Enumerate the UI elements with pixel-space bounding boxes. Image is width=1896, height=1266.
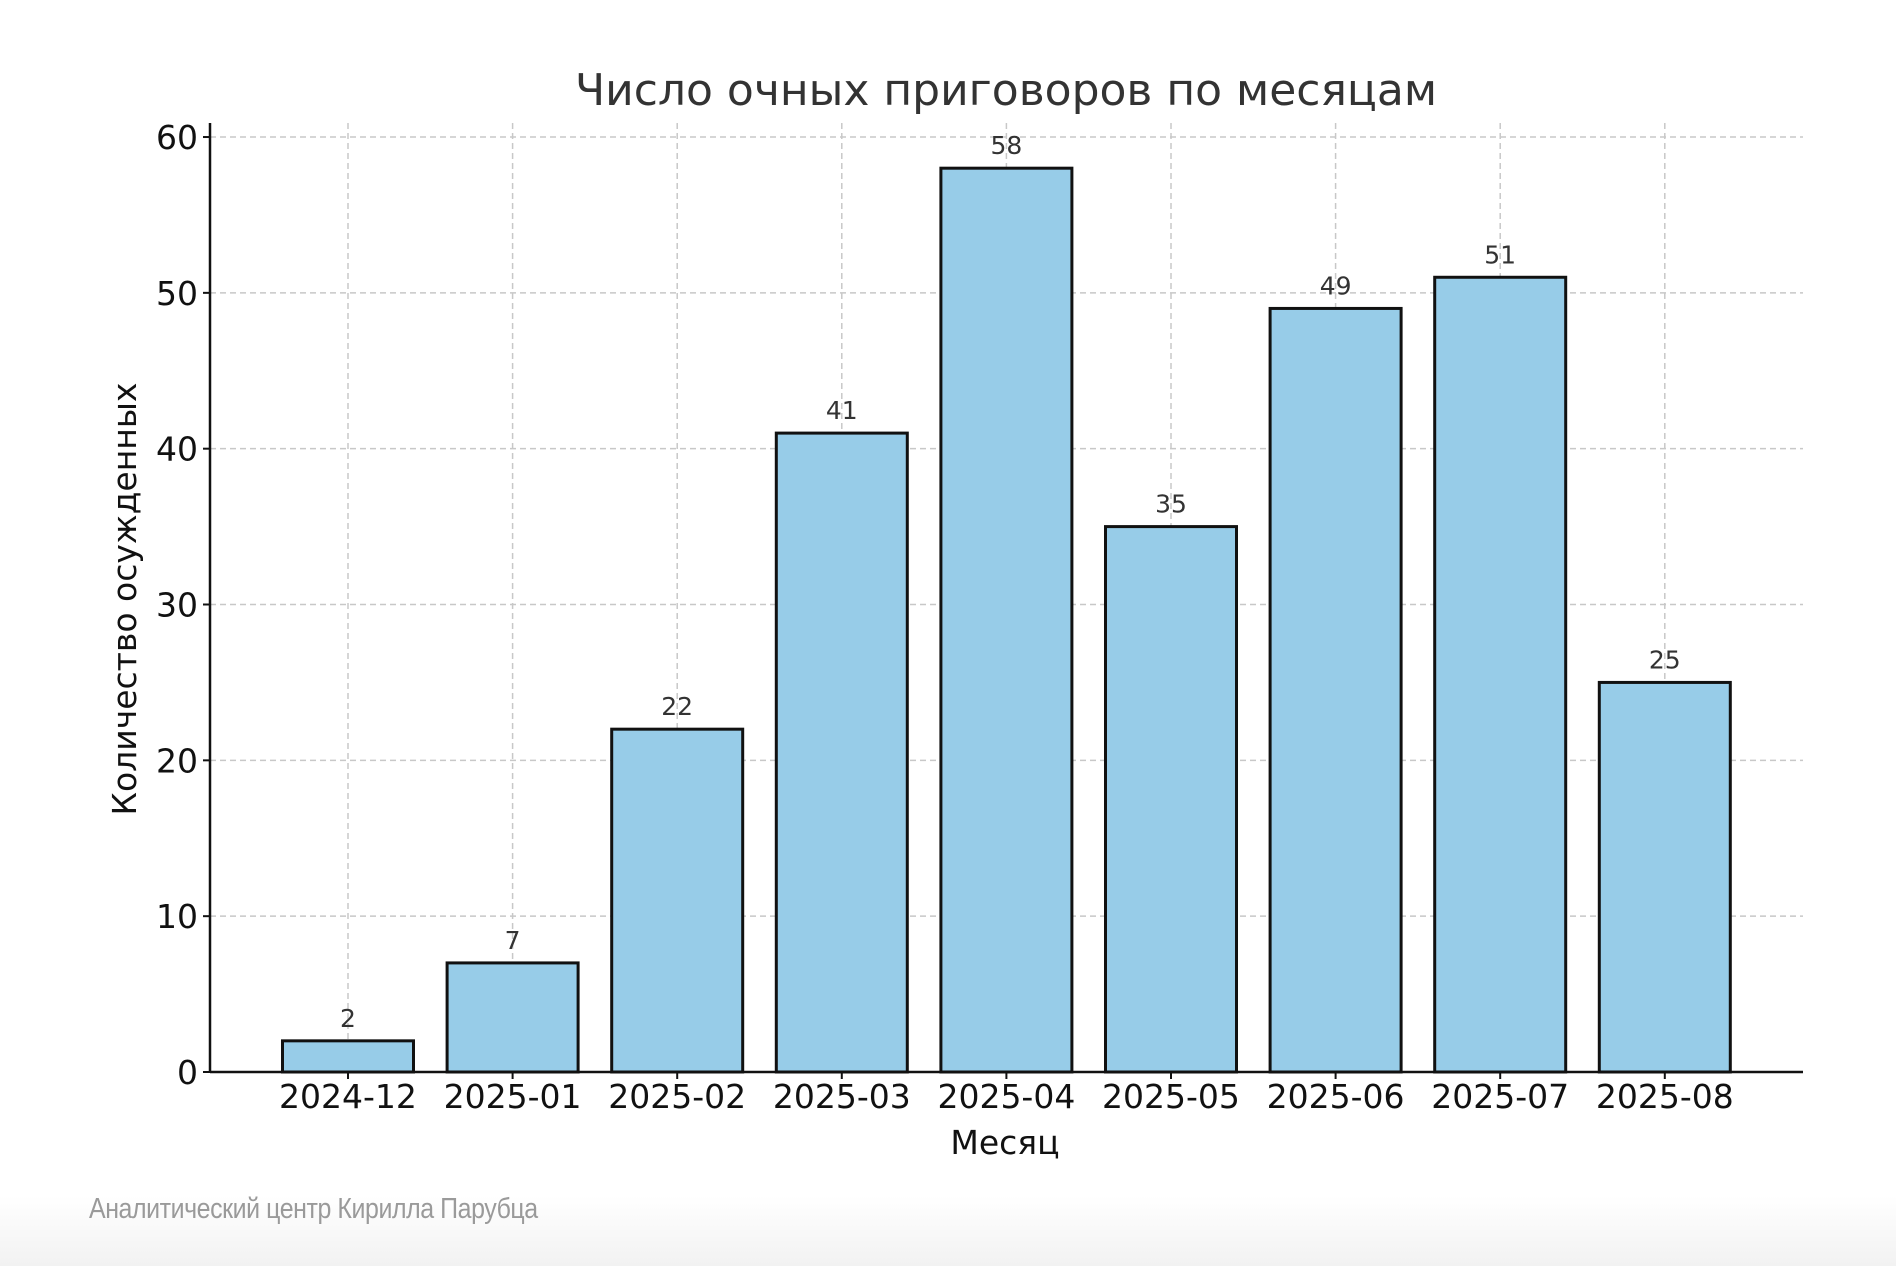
footer-band: [0, 1196, 1896, 1266]
x-tick-label: 2025-07: [1431, 1077, 1569, 1116]
x-tick-label: 2025-08: [1596, 1077, 1734, 1116]
data-label: 35: [1155, 490, 1187, 519]
x-tick-label: 2025-01: [444, 1077, 582, 1116]
y-tick-labels: 0 10 20 30 40 50 60: [156, 118, 198, 1092]
data-label: 51: [1484, 240, 1516, 269]
x-tick-label: 2025-03: [773, 1077, 911, 1116]
data-label: 41: [826, 396, 858, 425]
bar-2025-06: [1268, 306, 1403, 1074]
y-axis-label: Количество осужденных: [105, 383, 144, 816]
bar-2025-08: [1597, 680, 1732, 1074]
y-tick-label: 50: [156, 274, 198, 313]
data-label: 2: [340, 1004, 356, 1033]
x-tick-label: 2025-05: [1102, 1077, 1240, 1116]
bars: [281, 166, 1732, 1074]
bar-2025-02: [610, 727, 745, 1074]
data-label: 58: [990, 131, 1022, 160]
y-tick-label: 60: [156, 118, 198, 157]
footer-credit: Аналитический центр Кирилла Парубца: [89, 1193, 538, 1225]
bar-2025-05: [1104, 525, 1238, 1074]
axes: [203, 123, 1803, 1079]
bar-2025-04: [939, 166, 1074, 1074]
x-tick-label: 2025-04: [937, 1077, 1075, 1116]
data-labels: 2 7 22 41 58 35 49 51 25: [340, 131, 1681, 1033]
bar-2025-07: [1433, 275, 1568, 1074]
y-tick-label: 40: [156, 430, 198, 469]
x-tick-label: 2025-02: [608, 1077, 746, 1116]
x-tick-labels: 2024-12 2025-01 2025-02 2025-03 2025-04 2025-…: [279, 1077, 1734, 1116]
bar-2025-03: [774, 431, 909, 1074]
x-tick-label: 2024-12: [279, 1077, 417, 1116]
bar-2024-12: [281, 1039, 415, 1074]
bar-2025-01: [445, 961, 580, 1074]
x-axis-label: Месяц: [950, 1123, 1059, 1162]
y-tick-label: 30: [156, 586, 198, 625]
y-tick-label: 20: [156, 741, 198, 780]
data-label: 22: [661, 692, 693, 721]
y-tick-label: 0: [177, 1053, 198, 1092]
chart-title: Число очных приговоров по месяцам: [575, 65, 1437, 116]
data-label: 7: [505, 926, 521, 955]
data-label: 25: [1649, 645, 1681, 674]
y-tick-label: 10: [156, 897, 198, 936]
x-tick-label: 2025-06: [1267, 1077, 1405, 1116]
data-label: 49: [1320, 271, 1352, 300]
